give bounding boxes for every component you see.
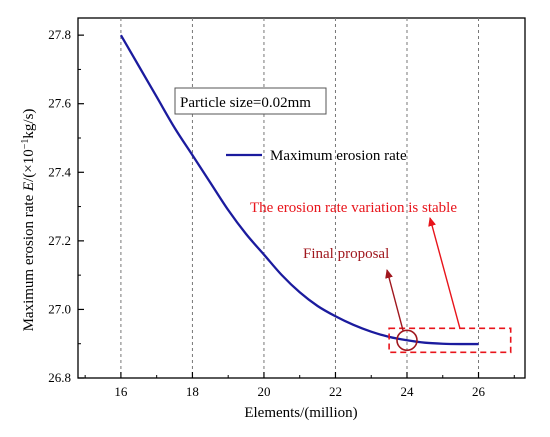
legend: Maximum erosion rate: [226, 148, 407, 164]
y-tick-label: 27.2: [48, 233, 71, 248]
x-tick-label: 16: [114, 384, 128, 399]
annotations: The erosion rate variation is stable Fin…: [250, 200, 512, 354]
proposal-annotation-text: Final proposal: [303, 246, 389, 262]
stable-arrow: [428, 217, 461, 329]
x-axis-title: Elements/(million): [244, 405, 357, 421]
series-line: [119, 34, 479, 346]
plot-frame: [77, 17, 526, 379]
y-axis-title: Maximum erosion rate E/(×10−1kg/s): [20, 109, 38, 332]
stable-annotation-text: The erosion rate variation is stable: [250, 200, 457, 216]
y-tick-label: 27.6: [48, 96, 71, 111]
info-box-text: Particle size=0.02mm: [180, 95, 311, 111]
y-tick-label: 27.8: [48, 27, 71, 42]
proposal-arrow: [385, 269, 404, 331]
y-tick-label: 26.8: [48, 370, 71, 385]
x-tick-label: 26: [472, 384, 486, 399]
x-tick-label: 18: [186, 384, 199, 399]
x-tick-label: 22: [329, 384, 342, 399]
proposal-circle: [396, 329, 418, 352]
grid: [120, 18, 480, 378]
stable-region-box: [388, 327, 512, 354]
info-box: Particle size=0.02mm: [174, 87, 327, 115]
series-group: [119, 34, 479, 346]
y-axis: 26.8 27.0 27.2 27.4 27.6 27.8: [48, 27, 84, 385]
x-tick-label: 20: [257, 384, 270, 399]
y-tick-label: 27.4: [48, 164, 71, 179]
x-tick-label: 24: [400, 384, 414, 399]
y-tick-label: 27.0: [48, 301, 71, 316]
x-axis: 16 18 20 22 24 26: [84, 372, 515, 399]
legend-label: Maximum erosion rate: [270, 148, 407, 164]
